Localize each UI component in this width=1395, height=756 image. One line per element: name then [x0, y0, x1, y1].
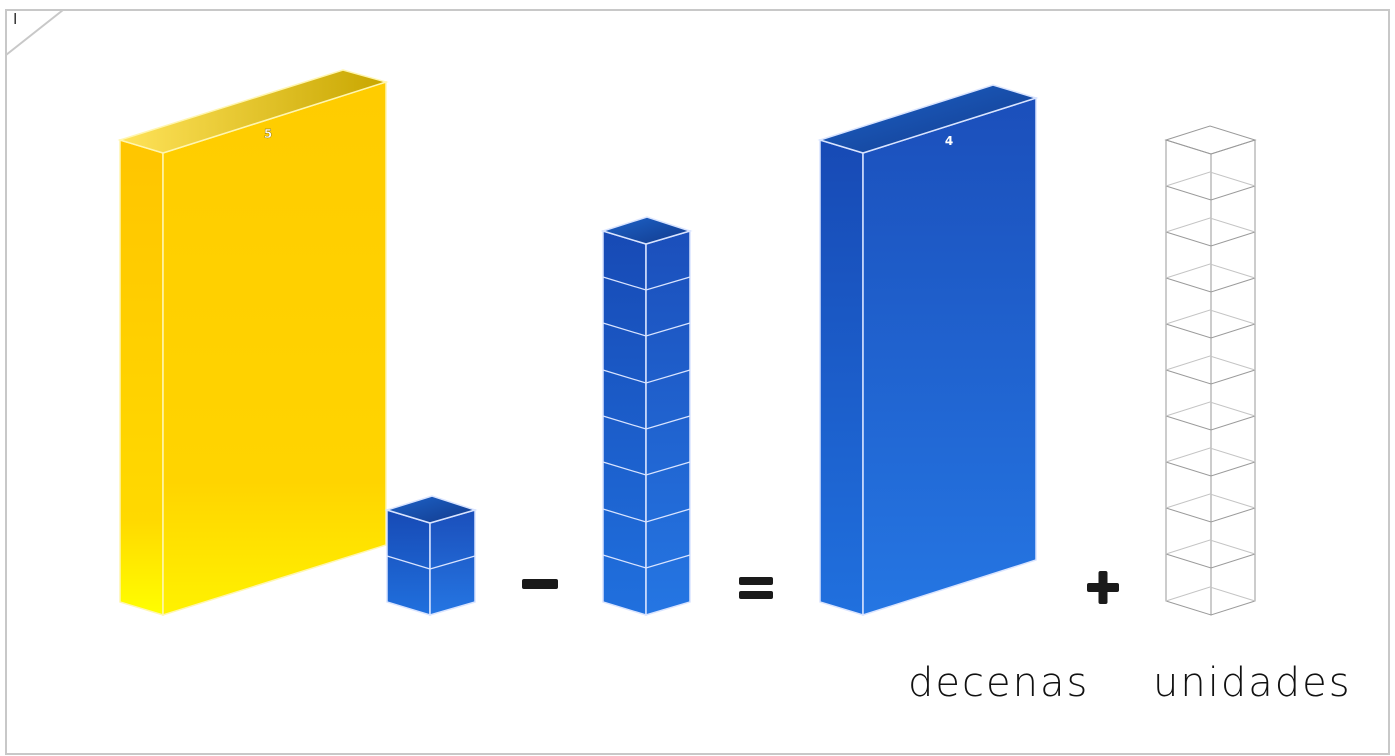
tens-label: decenas — [908, 660, 1090, 706]
equals-sign — [739, 577, 773, 599]
page-number: I — [13, 10, 18, 28]
blue-units-stack-8 — [600, 216, 693, 617]
page-border — [5, 9, 1390, 755]
units-label: unidades — [1153, 660, 1352, 706]
yellow-block-number: 5 — [264, 127, 272, 141]
minus-sign — [522, 579, 558, 589]
empty-units-column — [1164, 125, 1257, 616]
page-corner-fold — [5, 9, 64, 56]
blue-block-number: 4 — [945, 134, 953, 148]
blue-hundred-block — [817, 84, 1039, 617]
blue-units-stack-2 — [384, 495, 478, 617]
plus-sign — [1087, 571, 1119, 604]
yellow-hundred-block — [117, 69, 389, 617]
